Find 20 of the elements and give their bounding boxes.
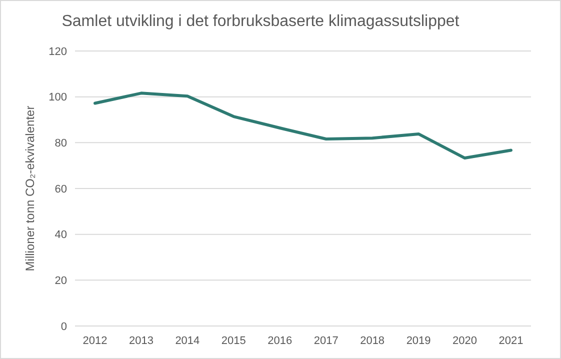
y-tick-label: 120 <box>48 46 67 58</box>
y-tick-label: 0 <box>60 320 67 333</box>
x-tick-label: 2012 <box>82 335 108 347</box>
x-tick-label: 2018 <box>360 335 385 347</box>
y-tick-label: 40 <box>54 229 67 242</box>
line-series <box>94 92 512 160</box>
y-tick-label: 80 <box>54 138 67 150</box>
x-tick-label: 2021 <box>498 335 524 347</box>
chart-title: Samlet utvikling i det forbruksbaserte klimagassutslippet <box>62 13 460 30</box>
x-tick-label: 2013 <box>128 335 154 347</box>
x-tick-label: 2016 <box>268 335 292 347</box>
x-tick-label: 2015 <box>221 335 246 347</box>
x-tick-label: 2014 <box>175 335 200 347</box>
y-tick-label: 60 <box>54 183 67 196</box>
y-tick-label: 20 <box>54 275 67 288</box>
x-tick-label: 2019 <box>406 335 431 347</box>
x-tick-label: 2020 <box>452 335 478 347</box>
y-axis-title: Millioner tonn CO₂-ekvivalenter <box>23 106 37 272</box>
x-tick-label: 2017 <box>314 335 338 347</box>
y-tick-label: 100 <box>48 92 67 104</box>
